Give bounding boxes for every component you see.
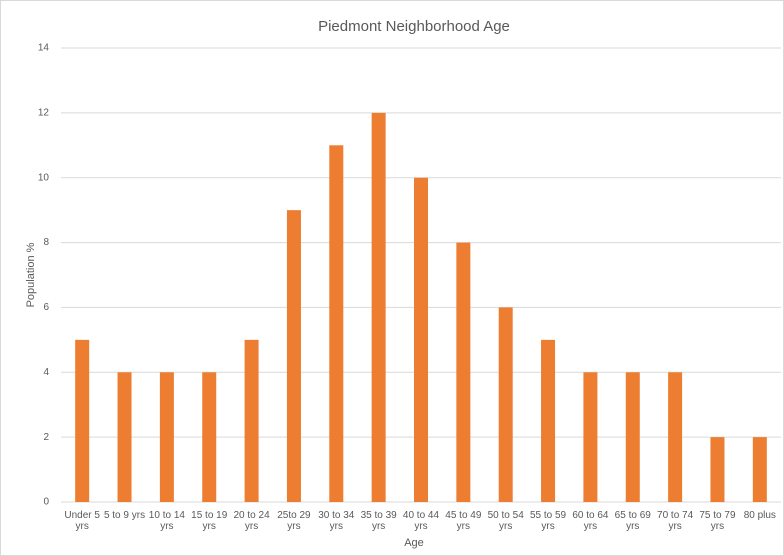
x-tick-label: 5 to 9 yrs xyxy=(103,510,146,521)
bar xyxy=(668,372,683,502)
y-tick-label: 8 xyxy=(43,237,49,248)
y-tick-label: 12 xyxy=(38,107,50,118)
bar xyxy=(710,437,725,502)
x-tick-label: 45 to 49 yrs xyxy=(445,510,482,532)
x-tick-label: Under 5 yrs xyxy=(64,510,100,532)
x-tick-label: 50 to 54 yrs xyxy=(487,510,524,532)
y-tick-label: 6 xyxy=(43,302,49,313)
x-tick-label: 75 to 79 yrs xyxy=(699,510,736,532)
x-tick-label: 30 to 34 yrs xyxy=(318,510,355,532)
y-axis-label: Population % xyxy=(25,242,37,307)
bar xyxy=(371,112,386,502)
bar xyxy=(625,372,640,502)
bar xyxy=(244,339,259,502)
x-tick-label: 60 to 64 yrs xyxy=(572,510,609,532)
x-tick-label: 55 to 59 yrs xyxy=(529,510,567,532)
bar xyxy=(752,437,767,502)
y-tick-label: 10 xyxy=(38,172,50,183)
bar xyxy=(117,372,132,502)
bar xyxy=(414,177,428,502)
x-axis-label: Age xyxy=(404,537,424,549)
bar xyxy=(498,307,513,502)
bar xyxy=(329,145,344,503)
y-tick-label: 14 xyxy=(38,43,50,54)
chart-title: Piedmont Neighborhood Age xyxy=(318,18,510,35)
x-tick-label: 35 to 39 yrs xyxy=(360,510,397,532)
bar xyxy=(159,372,174,502)
x-tick-label: 40 to 44 yrs xyxy=(402,510,440,532)
bar xyxy=(456,242,471,503)
x-tick-label: 25to 29 yrs xyxy=(277,510,311,532)
x-tick-label: 80 plus xyxy=(743,510,776,521)
bar xyxy=(583,372,598,502)
bar xyxy=(286,210,301,502)
y-tick-label: 4 xyxy=(43,367,49,378)
bar xyxy=(541,339,556,502)
x-tick-label: 15 to 19 yrs xyxy=(191,510,228,532)
y-tick-label: 0 xyxy=(43,497,49,508)
bar xyxy=(202,372,217,502)
bar xyxy=(75,339,90,502)
x-tick-label: 10 to 14 yrs xyxy=(148,510,185,532)
y-tick-label: 2 xyxy=(43,432,49,443)
x-tick-label: 20 to 24 yrs xyxy=(233,510,270,532)
x-tick-label: 70 to 74 yrs xyxy=(657,510,694,532)
x-tick-label: 65 to 69 yrs xyxy=(614,510,651,532)
